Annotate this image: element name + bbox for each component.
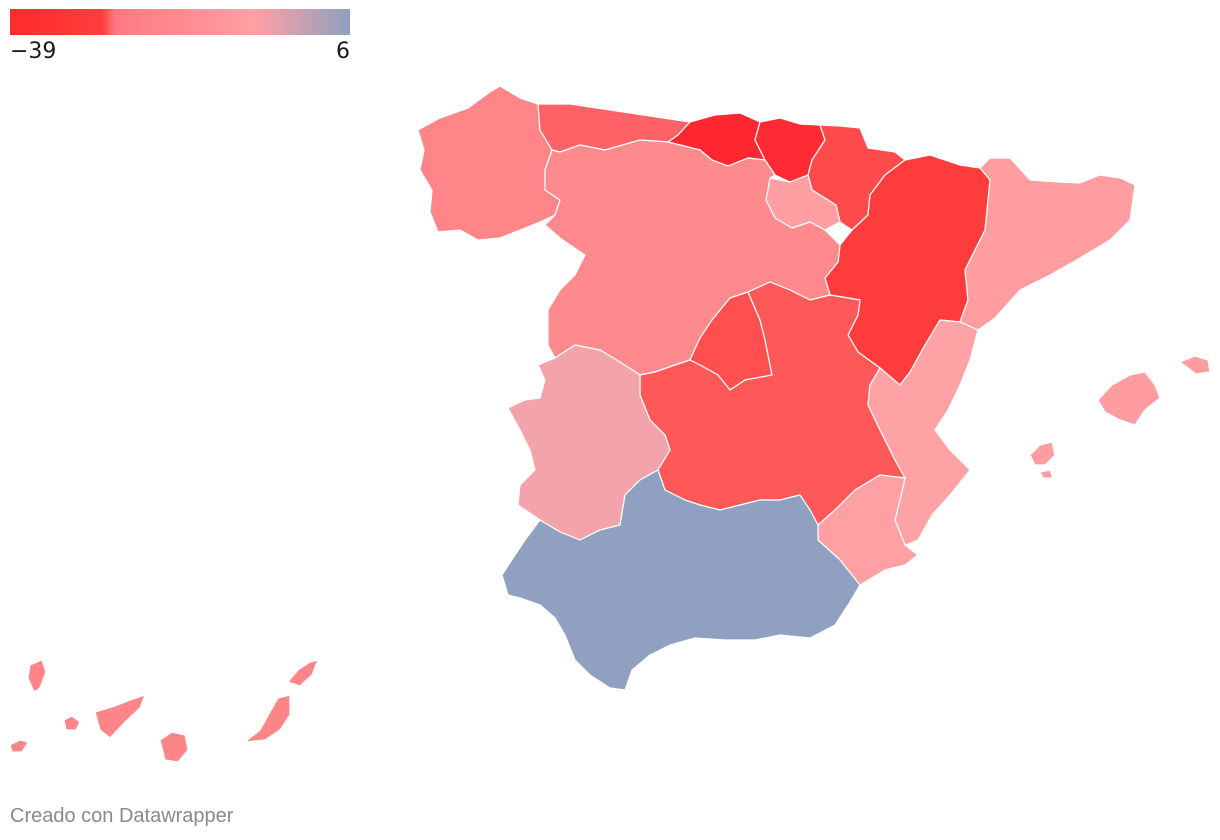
region-baleares-mallorca[interactable] <box>1097 371 1161 426</box>
region-baleares-formentera[interactable] <box>1039 469 1054 479</box>
region-baleares-menorca[interactable] <box>1179 355 1211 375</box>
region-baleares-ibiza[interactable] <box>1029 441 1056 466</box>
legend-max-label: 6 <box>336 39 350 64</box>
region-canarias-la-palma[interactable] <box>27 659 47 693</box>
region-canarias-lanzarote[interactable] <box>287 659 319 687</box>
region-canarias-tenerife[interactable] <box>94 694 146 739</box>
region-canarias-la-gomera[interactable] <box>63 715 81 731</box>
color-legend: −39 6 <box>10 9 350 64</box>
legend-min-label: −39 <box>10 39 57 64</box>
region-andalucia[interactable] <box>501 469 861 691</box>
region-canarias-el-hierro[interactable] <box>9 739 29 753</box>
region-canarias-fuerteventura[interactable] <box>244 694 291 743</box>
legend-gradient-bar <box>10 9 350 35</box>
region-cataluna[interactable] <box>959 157 1136 331</box>
region-canarias-gran-canaria[interactable] <box>159 731 189 763</box>
datawrapper-credit: Creado con Datawrapper <box>10 805 234 827</box>
